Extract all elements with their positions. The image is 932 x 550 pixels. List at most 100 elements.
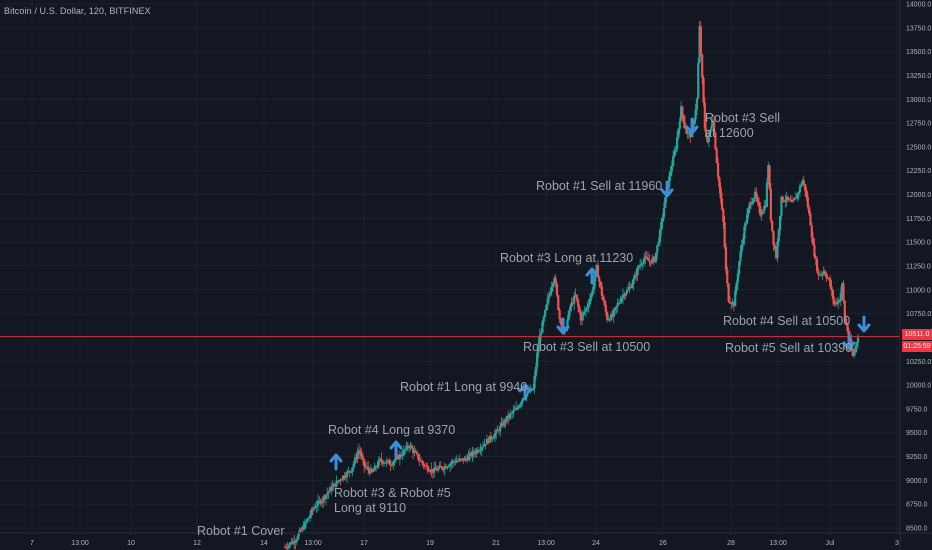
candle-body: [780, 196, 783, 216]
candle-body: [456, 460, 460, 462]
candle-body: [430, 469, 433, 472]
candle-body: [779, 215, 782, 231]
candle-body: [802, 180, 805, 185]
candle-body: [316, 500, 320, 506]
candle-body: [285, 547, 288, 549]
candle-body: [338, 479, 341, 482]
candle-body: [773, 244, 776, 250]
candle-body: [676, 137, 679, 149]
candle-body: [841, 283, 844, 293]
candle-body: [489, 435, 493, 440]
candle-body: [682, 114, 685, 123]
candle-body: [817, 271, 820, 275]
candle-body: [825, 274, 828, 278]
candle-body: [743, 226, 746, 239]
y-tick-label: 12250.0: [906, 168, 931, 175]
candle-body: [411, 448, 415, 453]
candle-body: [559, 318, 563, 325]
candle-body: [772, 230, 775, 245]
candle-body: [669, 171, 672, 177]
candle-body: [286, 547, 289, 549]
y-tick-label: 10000.0: [906, 383, 931, 390]
candle-body: [782, 201, 786, 203]
candle-body: [434, 467, 437, 470]
candle-body: [427, 470, 431, 472]
candle-body: [627, 288, 630, 291]
candle-body: [305, 521, 308, 523]
candle-body: [796, 194, 799, 199]
candle-body: [756, 197, 759, 202]
candle-body: [631, 284, 634, 288]
y-tick-label: 12750.0: [906, 121, 931, 128]
y-tick-label: 9000.0: [906, 478, 928, 485]
candle-body: [459, 458, 462, 460]
candle-body: [639, 264, 642, 267]
candle-body: [359, 450, 362, 455]
candle-body: [735, 282, 738, 291]
candle-body: [323, 496, 326, 500]
candle-body: [573, 295, 576, 304]
candle-body: [406, 445, 409, 448]
candle-body: [595, 265, 598, 273]
candle-body: [798, 186, 802, 193]
candle-body: [854, 346, 857, 353]
candle-body: [398, 454, 401, 460]
long-arrow-icon: [518, 383, 532, 401]
annotation-robot1-long: Robot #1 Long at 9940: [400, 380, 528, 394]
candle-body: [491, 438, 494, 440]
candle-body: [378, 458, 382, 461]
x-tick-label: 13:00: [304, 540, 322, 547]
price-axis[interactable]: 14000.0 13750.0 13500.0 13250.0 13000.0 12750…: [899, 0, 931, 550]
candle-body: [454, 461, 457, 463]
candle-body: [339, 479, 342, 481]
candle-body: [852, 352, 856, 356]
candle-body: [812, 237, 815, 245]
y-tick-label: 9750.0: [906, 406, 928, 413]
x-tick-label: 28: [727, 540, 735, 547]
candle-body: [749, 202, 753, 205]
candle-body: [775, 249, 778, 258]
last-price-tag: 10511.0: [902, 329, 932, 340]
sell-arrow-icon: [857, 315, 871, 333]
long-arrow-icon: [585, 267, 599, 285]
y-tick-label: 11000.0: [906, 287, 931, 294]
candle-body: [813, 244, 816, 257]
candle-body: [612, 310, 615, 317]
candle-body: [442, 468, 445, 470]
candle-body: [376, 466, 379, 468]
y-tick-label: 9250.0: [906, 454, 928, 461]
time-axis[interactable]: 7 13:00 10 12 14 13:00 17 19 21 13:00 24 26 28 13:00 J…: [0, 532, 932, 547]
candle-body: [710, 126, 713, 130]
candle-body: [450, 462, 453, 464]
sell-arrow-icon: [842, 333, 856, 351]
candle-body: [815, 258, 819, 272]
candle-body: [532, 388, 535, 390]
candle-body: [310, 509, 313, 516]
candle-body: [510, 412, 514, 414]
candle-body: [536, 352, 539, 367]
candle-body: [759, 206, 762, 216]
candle-body: [624, 293, 627, 297]
candle-body: [789, 199, 792, 202]
candle-body: [674, 148, 677, 152]
candle-body: [653, 257, 656, 262]
annotation-robot5-sell: Robot #5 Sell at 10390: [725, 341, 853, 355]
candle-body: [431, 469, 434, 473]
candle-body: [646, 258, 650, 261]
candle-body: [318, 500, 321, 502]
candle-body: [397, 455, 400, 460]
candle-body: [447, 466, 450, 468]
candle-body: [567, 310, 570, 320]
candle-body: [384, 462, 387, 464]
candle-body: [821, 273, 824, 275]
candle-body: [426, 465, 429, 471]
candle-body: [720, 198, 724, 210]
long-arrow-icon: [389, 440, 403, 458]
candle-body: [558, 309, 561, 319]
candle-body: [615, 306, 618, 308]
candle-body: [394, 456, 398, 461]
candle-body: [417, 454, 420, 460]
candle-body: [662, 208, 666, 218]
candle-body: [410, 445, 413, 449]
